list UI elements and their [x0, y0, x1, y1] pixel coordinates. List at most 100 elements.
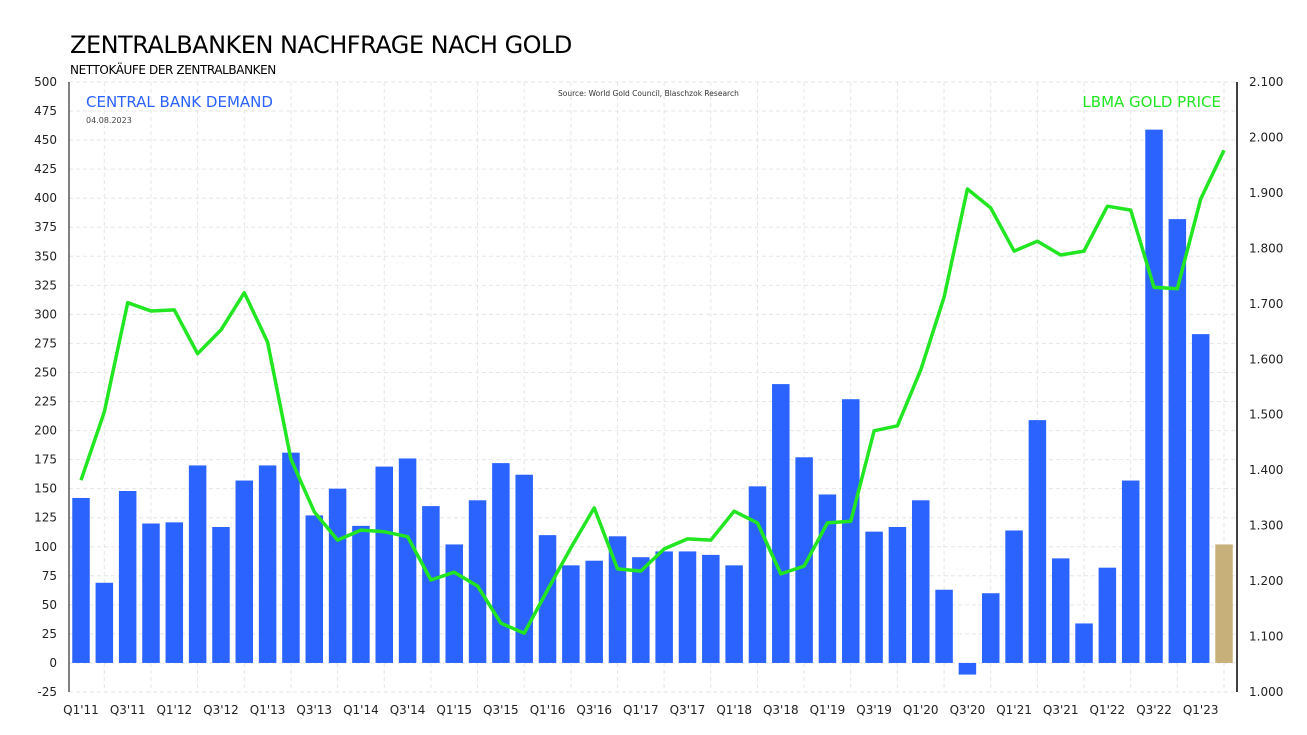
bar-Q3'22	[1145, 129, 1163, 663]
bar-Q1'20	[912, 500, 930, 663]
x-tick-label: Q3'13	[296, 703, 332, 717]
x-tick-label: Q3'22	[1136, 703, 1172, 717]
left-tick-label: 225	[34, 395, 57, 409]
right-tick-label: 1.500	[1249, 408, 1283, 422]
date-label: 04.08.2023	[86, 116, 132, 125]
bar-Q4'20	[981, 593, 1000, 663]
x-tick-label: Q1'14	[343, 703, 379, 717]
right-tick-label: 1.400	[1249, 463, 1283, 477]
bar-Q4'22	[1168, 219, 1187, 663]
right-tick-label: 1.600	[1249, 352, 1283, 366]
right-tick-label: 1.300	[1249, 519, 1283, 533]
bar-Q2'15	[468, 500, 487, 663]
x-tick-label: Q1'19	[810, 703, 846, 717]
x-tick-label: Q1'11	[63, 703, 99, 717]
left-axis-label: CENTRAL BANK DEMAND	[86, 93, 273, 111]
bar-Q1'23	[1191, 334, 1210, 663]
bar-Q1'14	[352, 525, 370, 663]
bar-Q1'19	[818, 494, 837, 663]
x-axis-ticks: Q1'11 Q3'11 Q1'12 Q3'12 Q1'13 Q3'13 Q1'14 Q3'14…	[63, 703, 1218, 717]
x-tick-label: Q3'17	[670, 703, 706, 717]
bar-Q4'12	[235, 480, 254, 663]
left-tick-label: 300	[34, 307, 57, 321]
bar-Q2'22	[1121, 480, 1140, 663]
right-axis-label: LBMA GOLD PRICE	[1082, 93, 1221, 111]
right-tick-label: 1.700	[1249, 297, 1283, 311]
left-tick-label: 475	[34, 104, 57, 118]
bar-Q4'17	[702, 554, 720, 663]
left-tick-label: 150	[34, 482, 57, 496]
x-tick-label: Q1'16	[530, 703, 566, 717]
bar-Q2'16	[562, 565, 580, 663]
bar-Q2'13	[282, 452, 300, 663]
bar-Q3'19	[865, 531, 883, 663]
x-tick-label: Q1'15	[436, 703, 472, 717]
bar-Q4'13	[328, 488, 347, 663]
right-tick-label: 1.900	[1249, 186, 1283, 200]
bar-Q3'13	[305, 515, 324, 663]
left-tick-label: 275	[34, 336, 57, 350]
bar-Q1'17	[632, 557, 650, 663]
x-tick-label: Q3'11	[110, 703, 146, 717]
bars	[72, 129, 1233, 675]
right-axis-ticks: 1.000 1.100 1.200 1.300 1.400 1.500 1.600 1.700…	[1249, 75, 1283, 699]
left-tick-label: 400	[34, 191, 57, 205]
x-tick-label: Q3'14	[390, 703, 426, 717]
x-tick-label: Q1'13	[250, 703, 286, 717]
bar-Q1'12	[165, 522, 184, 663]
bar-Q2'18	[748, 486, 767, 663]
bar-Q3'14	[398, 458, 417, 663]
x-tick-label: Q1'22	[1090, 703, 1126, 717]
x-tick-label: Q1'18	[716, 703, 752, 717]
left-tick-label: 450	[34, 133, 57, 147]
bar-Q2'12	[188, 465, 207, 663]
bar-Q3'18	[772, 384, 790, 663]
bar-Q4'18	[795, 457, 813, 663]
bar-Q1'18	[725, 565, 743, 663]
x-tick-label: Q1'21	[996, 703, 1032, 717]
x-tick-label: Q1'23	[1183, 703, 1219, 717]
bar-Q3'17	[678, 551, 697, 663]
left-tick-label: 100	[34, 540, 57, 554]
right-tick-label: 2.100	[1249, 75, 1283, 89]
left-tick-label: 0	[49, 656, 57, 670]
x-tick-label: Q3'12	[203, 703, 239, 717]
right-tick-label: 1.200	[1249, 574, 1283, 588]
left-tick-label: 425	[34, 162, 57, 176]
right-tick-label: 1.800	[1249, 241, 1283, 255]
left-tick-label: 125	[34, 511, 57, 525]
left-tick-label: 50	[42, 598, 57, 612]
gold-price-line	[79, 149, 1226, 635]
right-tick-label: 2.000	[1249, 130, 1283, 144]
bar-Q2'11	[95, 582, 114, 663]
left-axis-ticks: -25 0 25 50 75 100 125 150 175 200 225 250 275 300 325…	[34, 75, 57, 699]
bar-Q2'14	[375, 466, 393, 663]
x-tick-label: Q3'16	[576, 703, 612, 717]
x-tick-label: Q3'20	[950, 703, 986, 717]
x-tick-label: Q3'21	[1043, 703, 1079, 717]
left-tick-label: 250	[34, 365, 57, 379]
bar-Q1'22	[1098, 567, 1117, 663]
bar-Q3'11	[118, 490, 137, 663]
bar-Q1'15	[445, 544, 463, 663]
bar-Q1'11	[72, 497, 90, 663]
x-tick-label: Q3'15	[483, 703, 519, 717]
left-tick-label: 500	[34, 75, 57, 89]
left-tick-label: 325	[34, 278, 57, 292]
bar-Q3'16	[585, 560, 603, 663]
x-tick-label: Q1'17	[623, 703, 659, 717]
left-tick-label: 200	[34, 424, 57, 438]
bar-Q1'21	[1005, 530, 1023, 663]
x-tick-label: Q1'20	[903, 703, 939, 717]
left-tick-label: 375	[34, 220, 57, 234]
bar-Q2'20	[935, 589, 953, 663]
bar-Q4'15	[515, 474, 533, 663]
bar-Q2'19	[842, 399, 860, 663]
bar-Q2'21	[1028, 420, 1047, 663]
bar-Q1'13	[258, 465, 277, 663]
bar-Q2'17	[655, 551, 673, 663]
chart-title: ZENTRALBANKEN NACHFRAGE NACH GOLD	[70, 31, 572, 59]
x-tick-label: Q3'18	[763, 703, 799, 717]
bar-Q1'16	[538, 535, 557, 663]
